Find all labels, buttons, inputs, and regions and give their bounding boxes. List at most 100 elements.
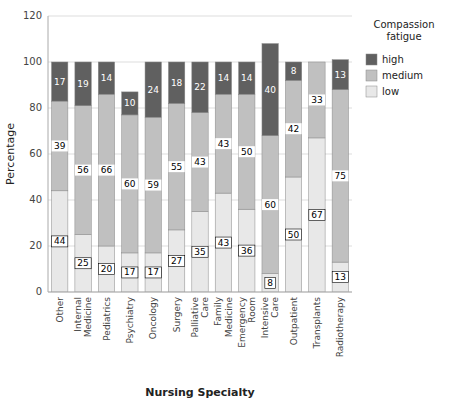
x-tick-group: Radiotherapy	[335, 296, 345, 357]
bar-segment	[215, 193, 231, 292]
grid-line	[48, 16, 352, 17]
data-label: 43	[194, 157, 205, 167]
data-label: 14	[101, 73, 113, 83]
bar-segment	[98, 246, 114, 292]
bar-segment	[285, 62, 301, 80]
data-label: 8	[267, 278, 273, 288]
data-label: 36	[241, 246, 253, 256]
bar-segment	[309, 62, 325, 63]
data-label: 67	[311, 210, 322, 220]
legend-label: high	[382, 54, 404, 65]
x-tick-group: Oncology	[148, 296, 158, 339]
x-tick-group: Surgery	[172, 296, 182, 332]
y-tick-label: 120	[23, 10, 42, 21]
data-label: 56	[77, 165, 89, 175]
bar-segment	[52, 62, 68, 101]
x-tick-label: IntensiveCare	[260, 297, 280, 339]
bar-segment	[332, 262, 348, 292]
bar-segment	[239, 94, 255, 209]
data-label-box	[285, 229, 301, 240]
x-tick-label: Surgery	[172, 296, 182, 332]
chart: 0204060801001204425201717273543368506713…	[0, 0, 449, 404]
data-label-box	[239, 245, 255, 256]
bar-segment	[309, 138, 325, 292]
data-labels: 4425201717273543368506713395666605955434…	[52, 66, 349, 288]
bar-segment	[145, 253, 161, 292]
bar-segment	[122, 92, 138, 115]
data-label: 75	[335, 171, 346, 181]
data-label: 14	[241, 73, 253, 83]
y-tick-label: 100	[23, 56, 42, 67]
bar-segment	[122, 115, 138, 253]
data-label: 8	[291, 66, 297, 76]
y-axis	[48, 16, 49, 292]
data-label-box	[75, 258, 91, 269]
data-label-box	[75, 165, 91, 176]
x-tick-group: Pediatrics	[102, 297, 112, 341]
data-label: 13	[335, 272, 346, 282]
data-label-box	[332, 272, 348, 283]
data-label: 50	[241, 147, 253, 157]
data-label: 19	[77, 79, 89, 89]
bar-segment	[332, 60, 348, 90]
data-label: 27	[171, 256, 182, 266]
data-label-box	[309, 94, 325, 105]
data-label-box	[192, 246, 208, 257]
bar-segment	[309, 62, 325, 138]
y-tick-label: 0	[36, 286, 42, 297]
bar-segment	[215, 62, 231, 94]
x-tick-group: Other	[55, 297, 65, 323]
bar-segment	[122, 253, 138, 292]
data-label-box	[145, 180, 161, 191]
data-label: 59	[148, 180, 160, 190]
x-tick-label: Transplants	[312, 297, 322, 350]
data-label-box	[52, 140, 68, 151]
bar-segment	[168, 62, 184, 103]
legend-label: low	[382, 86, 399, 97]
bar-segment	[75, 235, 91, 293]
data-label: 39	[54, 141, 66, 151]
legend-swatch	[366, 70, 377, 81]
x-tick-group: Outpatient	[289, 297, 299, 346]
x-axis	[48, 292, 352, 293]
legend-swatch	[366, 86, 377, 97]
x-tick-group: InternalMedicine	[73, 297, 93, 338]
bar-segment	[75, 62, 91, 106]
legend-swatch	[366, 54, 377, 65]
data-label-box	[262, 199, 278, 210]
y-axis-label: Percentage	[4, 123, 17, 185]
data-label: 17	[124, 267, 135, 277]
x-tick-group: IntensiveCare	[260, 297, 280, 339]
bars	[52, 44, 349, 292]
y-tick-label: 20	[29, 240, 42, 251]
data-label: 35	[194, 247, 205, 257]
data-label: 18	[171, 78, 183, 88]
data-label: 13	[335, 70, 346, 80]
data-label-box	[215, 237, 231, 248]
bar-segment	[75, 106, 91, 235]
y-tick-label: 40	[29, 194, 42, 205]
data-label: 24	[148, 85, 160, 95]
data-label-box	[169, 161, 185, 172]
bar-segment	[145, 117, 161, 253]
x-tick-group: Transplants	[312, 297, 322, 350]
data-label-box	[52, 236, 68, 247]
data-label-box	[239, 146, 255, 157]
data-label: 60	[124, 179, 136, 189]
bar-segment	[262, 274, 278, 292]
data-label: 25	[77, 258, 88, 268]
x-tick-label: Pediatrics	[102, 297, 112, 341]
data-label-box	[122, 178, 138, 189]
x-tick-label: Radiotherapy	[335, 296, 345, 357]
bar-segment	[285, 80, 301, 177]
bar-segment	[52, 101, 68, 191]
data-label: 10	[124, 98, 136, 108]
data-label-box	[98, 264, 114, 275]
data-label: 42	[288, 124, 299, 134]
bar-segment	[285, 177, 301, 292]
x-axis-label: Nursing Specialty	[145, 386, 254, 399]
bar-segment	[239, 209, 255, 292]
bar-segment	[168, 103, 184, 229]
bar-segment	[145, 62, 161, 117]
x-tick-label: PalliativeCare	[190, 297, 210, 338]
